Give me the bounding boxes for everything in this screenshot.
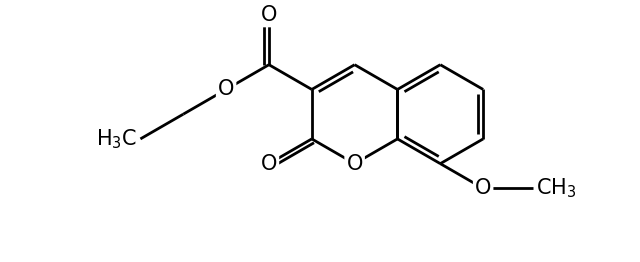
Text: O: O [218, 79, 234, 100]
Text: H$_3$C: H$_3$C [96, 127, 138, 151]
Text: O: O [260, 154, 277, 174]
Text: O: O [260, 5, 277, 25]
Text: CH$_3$: CH$_3$ [536, 177, 576, 200]
Text: O: O [346, 154, 363, 174]
Text: O: O [475, 178, 492, 198]
